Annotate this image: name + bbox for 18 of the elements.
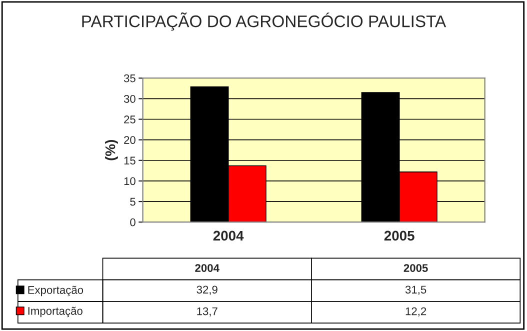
data-label: 13,7: [197, 307, 218, 317]
category-label: 2005: [404, 264, 428, 272]
y-tick-label: 10: [124, 177, 136, 186]
y-tick-label: 15: [124, 156, 136, 165]
y-tick-label: 30: [124, 94, 136, 103]
legend-label: Exportação: [28, 286, 84, 296]
y-axis-title: (%): [105, 140, 118, 160]
y-tick-label: 20: [124, 136, 136, 144]
data-label: 32,9: [196, 286, 218, 295]
data-label: 12,2: [406, 307, 426, 317]
category-label: 2004: [195, 264, 220, 272]
chart-title: PARTICIPAÇÃO DO AGRONEGÓCIO PAULISTA: [82, 12, 446, 31]
data-label: 31,5: [405, 286, 426, 295]
y-tick-label: 25: [124, 116, 136, 124]
legend-label: Importação: [28, 306, 82, 318]
y-tick-label: 0: [130, 218, 136, 226]
y-tick-label: 5: [130, 198, 136, 206]
y-tick-label: 35: [124, 74, 136, 82]
